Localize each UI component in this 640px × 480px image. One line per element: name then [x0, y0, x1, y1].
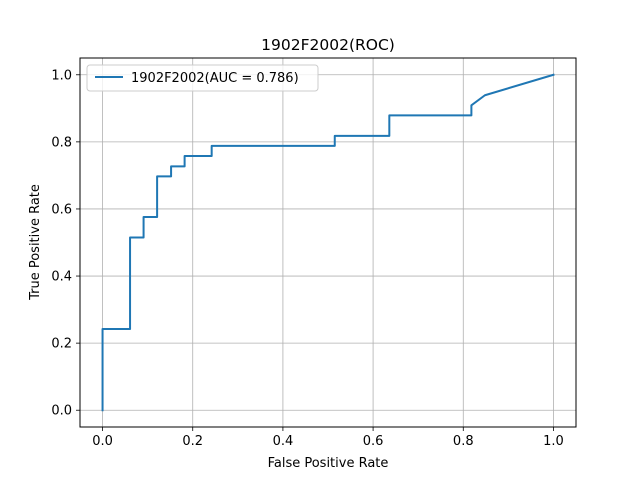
grid: [80, 58, 576, 427]
y-tick-label: 0.2: [51, 337, 72, 352]
x-axis-label: False Positive Rate: [268, 456, 389, 471]
y-tick-label: 1.0: [51, 68, 72, 83]
x-tick-label: 0.6: [363, 434, 384, 449]
x-tick-label: 1.0: [543, 434, 564, 449]
ticks: 0.0 0.2 0.4 0.6 0.8 1.0 0.0 0.2 0.4 0.6 0.8 1.0: [51, 68, 563, 449]
y-tick-label: 0.0: [51, 404, 72, 419]
x-tick-label: 0.2: [182, 434, 203, 449]
y-tick-label: 0.6: [51, 202, 72, 217]
legend-label: 1902F2002(AUC = 0.786): [131, 71, 299, 86]
x-tick-label: 0.4: [273, 434, 294, 449]
y-tick-label: 0.8: [51, 135, 72, 150]
chart-title: 1902F2002(ROC): [261, 36, 395, 54]
roc-curve-line: [101, 73, 555, 412]
legend: 1902F2002(AUC = 0.786): [86, 64, 319, 92]
x-tick-label: 0.8: [453, 434, 474, 449]
x-tick-label: 0.0: [92, 434, 113, 449]
y-axis-label: True Positive Rate: [28, 184, 43, 301]
legend-box: [86, 64, 319, 92]
series-layer: [101, 73, 555, 412]
plot-frame: [79, 57, 577, 428]
y-tick-label: 0.4: [51, 270, 72, 285]
